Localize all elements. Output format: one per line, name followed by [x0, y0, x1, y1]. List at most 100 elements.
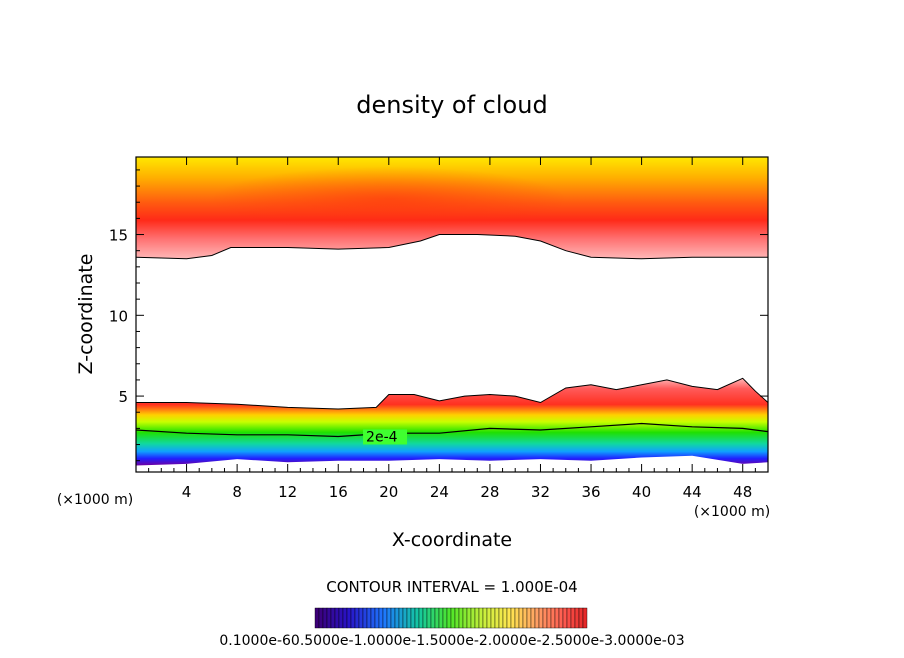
colorbar-segment [438, 607, 444, 629]
x-tick-label: 4 [182, 483, 192, 501]
colorbar-tick-labels: 0.1000e-60.5000e-1.0000e-1.5000e-2.0000e… [219, 633, 684, 649]
x-tick-label: 36 [581, 483, 600, 501]
colorbar-segment [482, 607, 488, 629]
colorbar-segment [398, 607, 404, 629]
colorbar-segment [446, 607, 452, 629]
colorbar [314, 607, 588, 629]
colorbar-segment [498, 607, 504, 629]
colorbar-segment [458, 607, 464, 629]
colorbar-segment [410, 607, 416, 629]
colorbar-segment [510, 607, 516, 629]
colorbar-segment [530, 607, 536, 629]
colorbar-segment [326, 607, 332, 629]
contour-line-label: 2e-4 [366, 429, 398, 445]
colorbar-segment [318, 607, 324, 629]
chart-title: density of cloud [356, 91, 547, 119]
colorbar-segment [350, 607, 356, 629]
x-tick-label: 8 [232, 483, 242, 501]
x-axis: 4 8 12 16 20 24 28 32 36 40 44 48 [148, 157, 756, 501]
colorbar-segment [382, 607, 388, 629]
colorbar-segment [570, 607, 576, 629]
contour-interval-label: CONTOUR INTERVAL = 1.000E-04 [326, 578, 577, 596]
colorbar-segment [434, 607, 440, 629]
colorbar-segment [574, 607, 580, 629]
lower-cloud-top-contour [136, 377, 768, 410]
x-tick-label: 48 [733, 483, 752, 501]
colorbar-segment [378, 607, 384, 629]
colorbar-segment [462, 607, 468, 629]
colorbar-segment [486, 607, 492, 629]
colorbar-segment [546, 607, 552, 629]
colorbar-segment [362, 607, 368, 629]
y-tick-label: 15 [109, 227, 128, 245]
colorbar-segment [526, 607, 532, 629]
colorbar-segment [558, 607, 564, 629]
colorbar-segment [422, 607, 428, 629]
y-axis-label: Z-coordinate [75, 254, 97, 375]
colorbar-segment [426, 607, 432, 629]
colorbar-segment [518, 607, 524, 629]
colorbar-segment [406, 607, 412, 629]
colorbar-segment [390, 607, 396, 629]
x-tick-label: 16 [329, 483, 348, 501]
colorbar-segment [442, 607, 448, 629]
colorbar-segment [538, 607, 544, 629]
colorbar-segment [534, 607, 540, 629]
colorbar-segment [450, 607, 456, 629]
x-tick-label: 20 [379, 483, 398, 501]
colorbar-segment [354, 607, 360, 629]
x-tick-label: 28 [480, 483, 499, 501]
colorbar-segment [502, 607, 508, 629]
colorbar-segment [478, 607, 484, 629]
x-tick-label: 32 [531, 483, 550, 501]
colorbar-segment [338, 607, 344, 629]
colorbar-segment [386, 607, 392, 629]
colorbar-segment [314, 607, 320, 629]
contour-line-2e-4 [136, 422, 768, 438]
colorbar-segment [402, 607, 408, 629]
colorbar-segment [322, 607, 328, 629]
colorbar-segment [430, 607, 436, 629]
colorbar-segment [514, 607, 520, 629]
colorbar-segment [470, 607, 476, 629]
colorbar-segment [542, 607, 548, 629]
colorbar-segment [374, 607, 380, 629]
colorbar-segment [330, 607, 336, 629]
y-tick-label: 10 [109, 307, 128, 325]
y-axis: 5 10 15 [109, 169, 768, 462]
x-axis-label: X-coordinate [392, 529, 512, 551]
colorbar-segment [418, 607, 424, 629]
colorbar-segment [346, 607, 352, 629]
colorbar-segment [554, 607, 560, 629]
colorbar-segment [490, 607, 496, 629]
colorbar-segment [334, 607, 340, 629]
y-tick-label: 5 [118, 388, 128, 406]
colorbar-segment [578, 607, 584, 629]
colorbar-segment [566, 607, 572, 629]
colorbar-segment [414, 607, 420, 629]
colorbar-segment [550, 607, 556, 629]
lower-cloud-layer [136, 378, 768, 466]
x-tick-label: 12 [278, 483, 297, 501]
colorbar-segment [494, 607, 500, 629]
colorbar-segment [582, 607, 588, 629]
x-tick-label: 44 [683, 483, 702, 501]
contour-label-background [363, 429, 408, 445]
x-unit-left: (×1000 m) [57, 492, 133, 508]
colorbar-segment [370, 607, 376, 629]
upper-cloud-core [211, 166, 566, 232]
colorbar-segment [454, 607, 460, 629]
upper-cloud-base-contour [136, 234, 768, 260]
x-tick-label: 40 [632, 483, 651, 501]
colorbar-segment [366, 607, 372, 629]
colorbar-segment [506, 607, 512, 629]
x-unit-right: (×1000 m) [694, 504, 770, 520]
colorbar-segment [358, 607, 364, 629]
colorbar-segment [342, 607, 348, 629]
colorbar-segment [394, 607, 400, 629]
colorbar-segment [474, 607, 480, 629]
colorbar-segment [466, 607, 472, 629]
colorbar-segment [522, 607, 528, 629]
